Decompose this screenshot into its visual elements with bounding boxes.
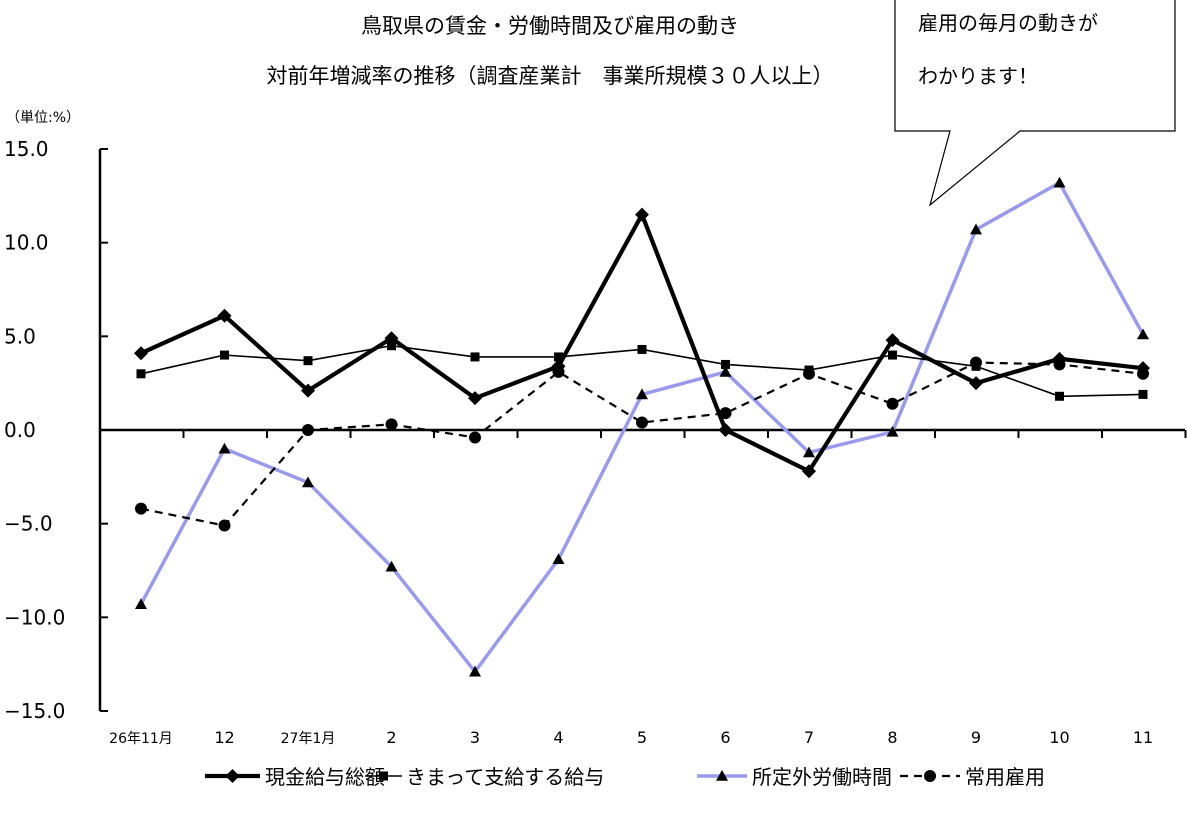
series-line bbox=[140, 361, 1144, 527]
data-point bbox=[804, 365, 814, 375]
data-point bbox=[719, 407, 732, 420]
data-point bbox=[721, 359, 730, 369]
data-point bbox=[384, 331, 399, 346]
data-point bbox=[301, 383, 315, 398]
y-tick-label: −5.0 bbox=[4, 512, 53, 536]
legend-entry: 常用雇用 bbox=[900, 765, 1045, 789]
data-point bbox=[886, 425, 899, 437]
y-tick-label: −10.0 bbox=[4, 605, 65, 629]
legend-label: 現金給与総額 bbox=[265, 765, 385, 789]
x-tick-label: 12 bbox=[214, 728, 234, 747]
data-point bbox=[134, 346, 148, 361]
data-point bbox=[554, 352, 563, 362]
data-point bbox=[803, 446, 815, 458]
chart-subtitle: 対前年増減率の推移（調査産業計 事業所規模３０人以上） bbox=[267, 64, 834, 88]
legend-label: きまって支給する給与 bbox=[406, 765, 604, 789]
x-tick-label: 5 bbox=[637, 728, 647, 747]
data-point bbox=[1055, 391, 1064, 401]
data-point bbox=[1138, 389, 1148, 399]
series-3 bbox=[135, 176, 1149, 677]
data-point bbox=[718, 423, 733, 437]
callout-line2: わかります！ bbox=[918, 64, 1038, 88]
unit-label: （単位:%） bbox=[6, 110, 80, 126]
data-point bbox=[135, 598, 147, 610]
data-point bbox=[303, 356, 313, 366]
legend-entry: 現金給与総額 bbox=[205, 765, 385, 789]
x-tick-label: 7 bbox=[804, 728, 814, 747]
legend-swatch-marker bbox=[379, 771, 388, 781]
data-point bbox=[218, 519, 231, 532]
data-point bbox=[469, 665, 481, 677]
data-point bbox=[1136, 361, 1150, 376]
legend-swatch-marker bbox=[225, 769, 240, 783]
chart-title: 鳥取県の賃金・労働時間及び雇用の動き bbox=[361, 14, 739, 38]
x-tick-label: 26年11月 bbox=[109, 731, 173, 747]
x-tick-label: 6 bbox=[720, 728, 730, 747]
series-layer bbox=[134, 176, 1150, 677]
y-tick-label: −15.0 bbox=[4, 699, 65, 723]
data-point bbox=[469, 431, 481, 444]
x-tick-label: 27年1月 bbox=[281, 731, 336, 747]
data-point bbox=[218, 442, 231, 454]
data-point bbox=[1053, 176, 1066, 188]
data-point bbox=[302, 476, 314, 488]
data-point bbox=[969, 376, 983, 391]
legend: 現金給与総額 きまって支給する給与 所定外労働時間 常用雇用 bbox=[205, 765, 1045, 789]
legend-entry: 所定外労働時間 bbox=[697, 765, 892, 789]
x-tick-label: 10 bbox=[1049, 728, 1069, 747]
series-1 bbox=[134, 207, 1150, 479]
y-tick-label: 5.0 bbox=[4, 324, 36, 348]
data-point bbox=[552, 553, 565, 565]
data-point bbox=[970, 223, 982, 235]
legend-label: 常用雇用 bbox=[965, 765, 1045, 789]
data-point bbox=[636, 416, 648, 429]
data-point bbox=[135, 502, 147, 515]
data-point bbox=[551, 359, 566, 374]
callout: 雇用の毎月の動きが わかります！ bbox=[894, 0, 1176, 207]
axes: 15.0 10.0 5.0 0.0 −5.0 −10.0 −15.0 26年11月 12 27年1… bbox=[4, 137, 1187, 747]
data-point bbox=[1052, 351, 1067, 366]
legend-swatch-marker bbox=[924, 770, 936, 782]
y-tick-label: 15.0 bbox=[4, 137, 49, 161]
data-point bbox=[971, 361, 981, 371]
data-point bbox=[302, 424, 314, 436]
series-line bbox=[140, 209, 1144, 474]
data-point bbox=[802, 464, 816, 479]
data-point bbox=[885, 333, 900, 348]
x-tick-label: 11 bbox=[1133, 728, 1153, 747]
x-tick-label: 9 bbox=[971, 728, 981, 747]
callout-bubble bbox=[894, 0, 1176, 207]
data-point bbox=[886, 397, 899, 410]
legend-entry: きまって支給する給与 bbox=[365, 765, 604, 789]
x-tick-label: 4 bbox=[553, 728, 563, 747]
callout-line1: 雇用の毎月の動きが bbox=[918, 11, 1098, 35]
series-4 bbox=[135, 356, 1149, 532]
data-point bbox=[888, 350, 897, 360]
data-point bbox=[468, 391, 482, 406]
data-point bbox=[719, 365, 732, 377]
data-point bbox=[635, 207, 649, 222]
y-tick-label: 0.0 bbox=[4, 418, 36, 442]
data-point bbox=[470, 352, 480, 362]
data-point bbox=[136, 369, 146, 379]
legend-label: 所定外労働時間 bbox=[752, 765, 892, 789]
x-tick-label: 8 bbox=[887, 728, 897, 747]
data-point bbox=[385, 560, 398, 572]
data-point bbox=[1137, 328, 1149, 340]
data-point bbox=[217, 308, 232, 323]
x-tick-label: 2 bbox=[386, 728, 396, 747]
data-point bbox=[387, 341, 396, 351]
y-tick-label: 10.0 bbox=[4, 231, 49, 255]
data-point bbox=[636, 388, 648, 400]
legend-swatch-marker bbox=[716, 770, 728, 781]
x-tick-label: 3 bbox=[470, 728, 480, 747]
series-2 bbox=[136, 341, 1148, 401]
data-point bbox=[385, 418, 398, 431]
data-point bbox=[637, 344, 647, 354]
data-point bbox=[220, 350, 229, 360]
